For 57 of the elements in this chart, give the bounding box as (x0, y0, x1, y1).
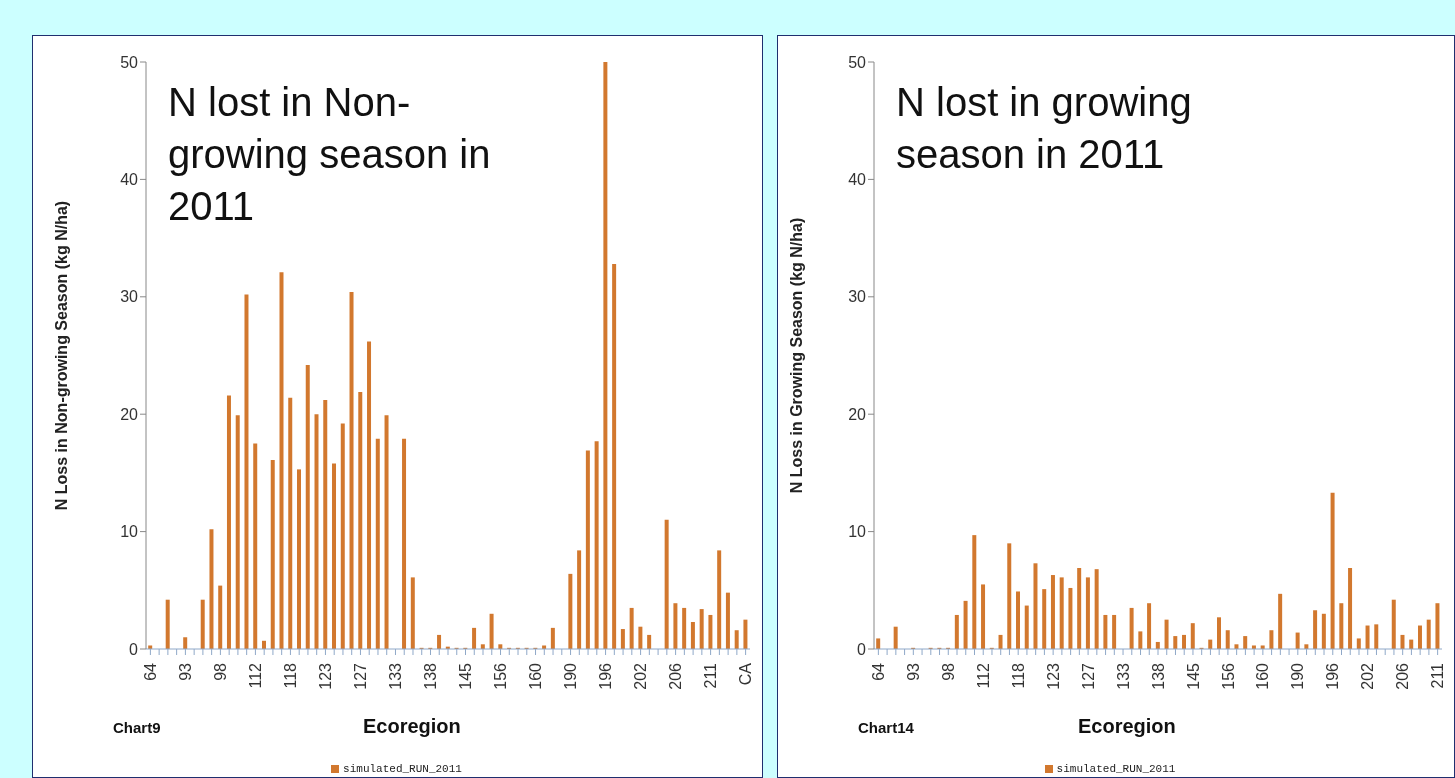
x-tick-label: 64 (869, 662, 887, 681)
text: N lost in Non-growing season in 2011 (168, 79, 492, 230)
x-tick-label: 160 (527, 662, 545, 690)
x-tick-label: 127 (352, 662, 370, 690)
legend-label: simulated_RUN_2011 (1056, 763, 1176, 775)
x-tick-label: 118 (1009, 662, 1027, 689)
x-tick-label: 112 (247, 662, 265, 689)
x-tick-label: 133 (1114, 662, 1132, 690)
caption: Chart14 (858, 719, 914, 736)
x-tick-label: 123 (1044, 662, 1062, 690)
y-axis-title: N Loss in Non-growing Season (kg N/ha) (52, 200, 70, 511)
x-tick-label: 112 (974, 662, 992, 689)
x-tick-label: 156 (1219, 662, 1237, 690)
x-tick-label: 118 (282, 662, 300, 689)
x-tick-label: 196 (597, 662, 615, 690)
y-tick-label: 10 (120, 523, 139, 541)
legend-label: simulated_RUN_2011 (343, 763, 462, 775)
x-tick-label: 160 (1254, 662, 1272, 690)
caption: Chart9 (113, 719, 161, 736)
x-tick-label: 202 (632, 662, 650, 690)
x-tick-label: 190 (1289, 662, 1307, 690)
x-tick-label: 202 (1359, 662, 1377, 690)
x-axis-title: Ecoregion (1078, 715, 1176, 738)
y-tick-label: 20 (120, 405, 139, 423)
x-tick-label: 196 (1324, 662, 1342, 690)
y-tick-label: 50 (120, 53, 139, 71)
y-tick-label: 10 (848, 523, 867, 541)
x-tick-label: 133 (387, 662, 405, 690)
x-tick-label: 156 (492, 662, 510, 690)
y-tick-label: 0 (857, 640, 867, 658)
x-tick-label: 190 (562, 662, 580, 690)
x-tick-label: 93 (904, 662, 922, 681)
text: N lost in growing season in 2011 (896, 79, 1193, 178)
x-tick-label: 211 (702, 662, 720, 689)
x-tick-label: 145 (457, 662, 475, 690)
y-tick-label: 40 (120, 171, 139, 189)
y-axis-title: N Loss in Growing Season (kg N/ha) (787, 217, 805, 494)
x-tick-label: 206 (667, 662, 685, 690)
x-tick-label: 138 (422, 662, 440, 690)
x-tick-label: 93 (176, 662, 194, 681)
x-tick-label: 98 (939, 662, 957, 681)
x-tick-label: 98 (212, 662, 230, 681)
y-tick-label: 0 (129, 640, 139, 658)
x-tick-label: 145 (1184, 662, 1202, 690)
x-tick-label: CA (737, 662, 755, 686)
x-tick-label: 123 (317, 662, 335, 690)
x-tick-label: 127 (1079, 662, 1097, 690)
x-tick-label: 138 (1149, 662, 1167, 690)
x-tick-label: 211 (1429, 662, 1447, 689)
x-axis-title: Ecoregion (363, 715, 461, 738)
y-tick-label: 50 (848, 53, 867, 71)
y-tick-label: 40 (848, 171, 867, 189)
y-tick-label: 20 (848, 405, 867, 423)
x-tick-label: 206 (1394, 662, 1412, 690)
y-tick-label: 30 (848, 288, 867, 306)
y-tick-label: 30 (120, 288, 139, 306)
x-tick-label: 64 (141, 662, 159, 681)
